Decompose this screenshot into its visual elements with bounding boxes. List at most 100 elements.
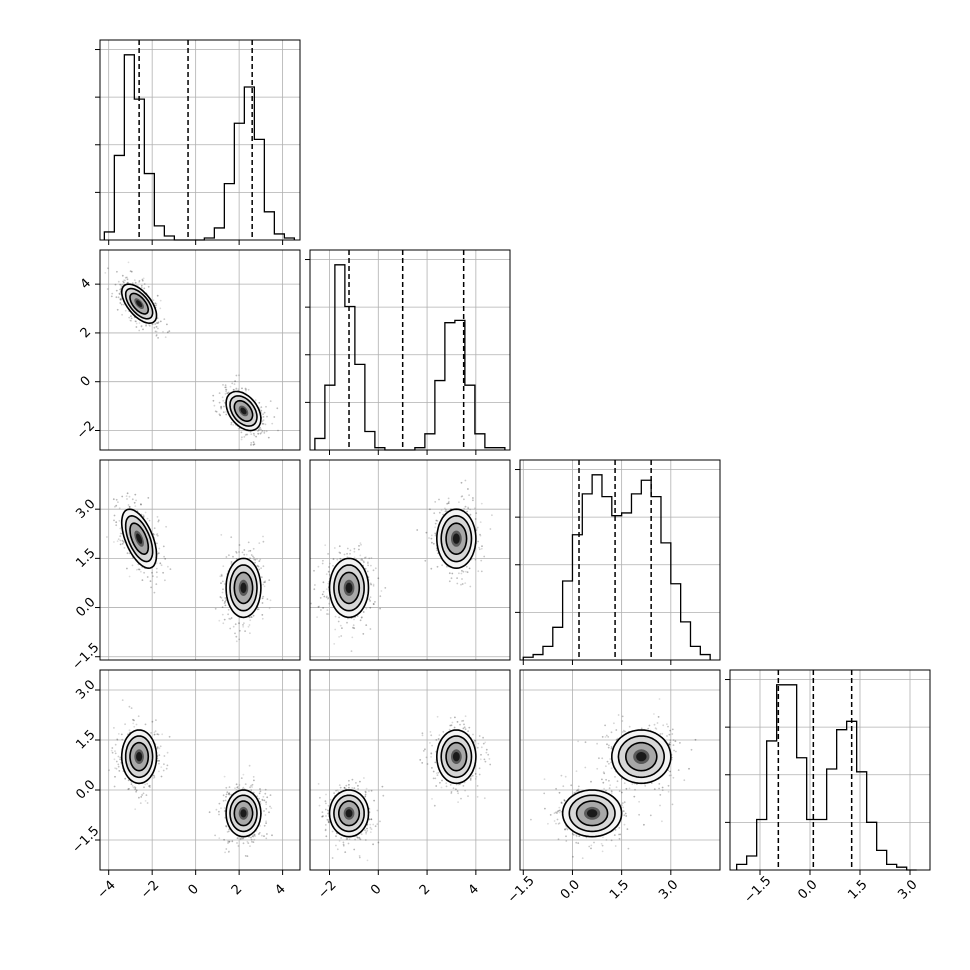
sample-point <box>659 794 662 796</box>
sample-point <box>241 436 243 439</box>
sample-point <box>264 792 267 795</box>
sample-point <box>262 595 265 598</box>
sample-point <box>488 758 491 760</box>
sample-point <box>361 616 363 618</box>
sample-point <box>225 390 228 393</box>
sample-point <box>250 433 253 436</box>
sample-point <box>130 315 132 317</box>
sample-point <box>436 519 439 522</box>
sample-point <box>324 828 327 831</box>
sample-point <box>121 283 124 286</box>
sample-point <box>135 320 137 323</box>
sample-point <box>478 548 481 551</box>
sample-point <box>613 722 615 725</box>
sample-point <box>214 834 217 837</box>
sample-point <box>229 627 232 630</box>
sample-point <box>152 575 154 578</box>
sample-point <box>482 742 485 745</box>
sample-point <box>366 859 369 862</box>
sample-point <box>231 840 234 843</box>
sample-point <box>331 830 334 833</box>
sample-point <box>349 552 351 555</box>
sample-point <box>158 747 161 750</box>
sample-point <box>450 791 453 793</box>
sample-point <box>669 770 671 773</box>
sample-point <box>157 322 159 324</box>
sample-point <box>142 328 144 331</box>
sample-point <box>358 548 360 551</box>
sample-point <box>469 779 472 781</box>
sample-point <box>446 502 448 505</box>
sample-point <box>265 837 268 840</box>
sample-point <box>321 811 324 814</box>
sample-point <box>369 606 372 609</box>
density-3-0 <box>108 699 273 857</box>
sample-point <box>262 795 265 798</box>
sample-point <box>622 806 625 809</box>
sample-point <box>679 742 681 744</box>
sample-point <box>252 555 254 558</box>
sample-point <box>369 628 372 630</box>
sample-point <box>113 541 115 543</box>
sample-point <box>261 799 264 801</box>
sample-point <box>261 602 264 604</box>
sample-point <box>672 776 675 779</box>
sample-point <box>259 790 262 793</box>
sample-point <box>332 564 334 567</box>
sample-point <box>337 620 340 623</box>
sample-point <box>421 734 424 737</box>
sample-point <box>244 855 247 857</box>
sample-point <box>474 778 477 780</box>
sample-point <box>253 779 255 782</box>
sample-point <box>262 413 264 415</box>
sample-point <box>353 787 356 789</box>
sample-point <box>166 751 169 754</box>
sample-point <box>220 405 223 408</box>
sample-point <box>662 724 665 727</box>
sample-point <box>141 278 144 281</box>
sample-point <box>446 565 448 568</box>
sample-point <box>364 795 367 798</box>
sample-point <box>668 743 671 746</box>
sample-point <box>228 786 231 788</box>
sample-point <box>252 841 255 843</box>
sample-point <box>601 736 604 738</box>
contour-0-0 <box>120 508 158 570</box>
sample-point <box>671 803 674 806</box>
sample-point <box>253 443 256 446</box>
sample-point <box>138 329 141 332</box>
sample-point <box>132 722 135 725</box>
sample-point <box>157 520 160 523</box>
sample-point <box>266 833 268 835</box>
sample-point <box>671 733 674 735</box>
sample-point <box>271 422 274 425</box>
sample-point <box>556 812 558 814</box>
sample-point <box>118 519 121 522</box>
sample-point <box>227 840 230 843</box>
sample-point <box>362 633 365 635</box>
sample-point <box>327 821 330 824</box>
sample-point <box>156 746 159 749</box>
sample-point <box>250 442 253 444</box>
hist-panel-0 <box>95 39 301 241</box>
sample-point <box>361 559 363 561</box>
sample-point <box>463 781 466 784</box>
sample-point <box>154 730 157 732</box>
sample-point <box>129 270 132 273</box>
sample-point <box>240 438 243 441</box>
sample-point <box>269 400 272 402</box>
sample-point <box>621 731 624 733</box>
sample-point <box>256 795 259 798</box>
sample-point <box>428 537 430 539</box>
sample-point <box>249 786 252 789</box>
contour-0-1 <box>124 735 154 779</box>
sample-point <box>249 619 252 622</box>
sample-point <box>130 270 133 273</box>
sample-point <box>225 786 228 789</box>
sample-point <box>142 277 145 280</box>
sample-point <box>147 497 150 499</box>
sample-point <box>157 337 160 339</box>
sample-point <box>604 736 607 738</box>
sample-point <box>260 567 262 570</box>
sample-point <box>615 729 618 731</box>
